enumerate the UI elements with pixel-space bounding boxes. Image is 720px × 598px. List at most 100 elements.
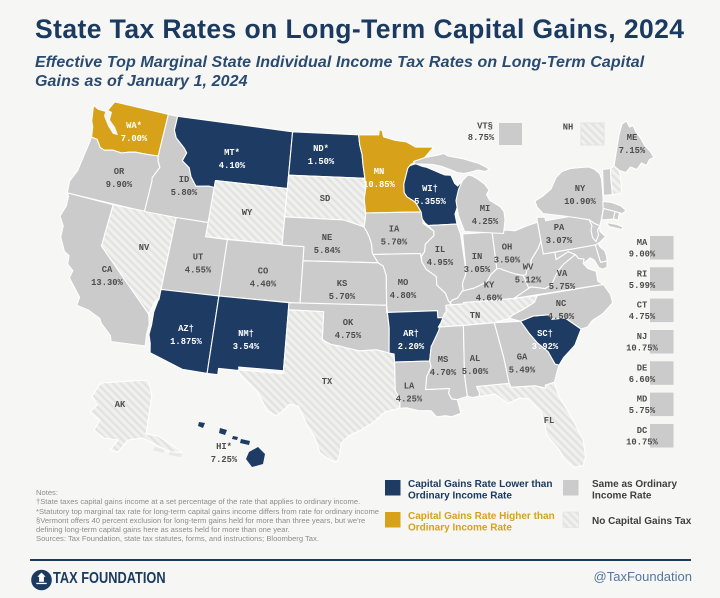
svg-text:4.10%: 4.10% — [219, 161, 246, 171]
svg-text:VA: VA — [557, 269, 568, 279]
svg-text:MI: MI — [480, 204, 491, 214]
svg-text:IL: IL — [435, 245, 446, 255]
svg-text:7.00%: 7.00% — [121, 134, 148, 144]
svg-text:Same as Ordinary: Same as Ordinary — [592, 479, 677, 490]
svg-text:SD: SD — [320, 194, 331, 204]
svg-text:9.00%: 9.00% — [629, 250, 656, 260]
svg-text:PA: PA — [554, 223, 565, 233]
svg-text:8.75%: 8.75% — [468, 133, 495, 143]
svg-text:GA: GA — [517, 353, 528, 363]
svg-text:TX: TX — [322, 377, 333, 387]
svg-text:7.15%: 7.15% — [619, 146, 646, 156]
svg-text:4.75%: 4.75% — [629, 312, 656, 322]
svg-text:AL: AL — [470, 354, 481, 364]
svg-text:AR†: AR† — [403, 329, 419, 339]
svg-text:7.25%: 7.25% — [211, 455, 238, 465]
svg-text:HI*: HI* — [216, 442, 232, 452]
svg-text:WA*: WA* — [126, 121, 142, 131]
svg-text:RI: RI — [637, 269, 648, 279]
svg-text:4.75%: 4.75% — [335, 331, 362, 341]
svg-text:4.60%: 4.60% — [476, 294, 503, 304]
svg-text:MO: MO — [398, 278, 409, 288]
svg-text:Capital Gains Rate Higher than: Capital Gains Rate Higher than — [408, 511, 555, 522]
svg-text:10.90%: 10.90% — [564, 197, 596, 207]
svg-text:5.99%: 5.99% — [629, 281, 656, 291]
svg-text:5.84%: 5.84% — [314, 246, 341, 256]
svg-text:Ordinary Income Rate: Ordinary Income Rate — [408, 491, 512, 502]
svg-text:MA: MA — [637, 238, 648, 248]
svg-text:4.55%: 4.55% — [185, 266, 212, 276]
svg-text:3.50%: 3.50% — [494, 256, 521, 266]
svg-text:5.355%: 5.355% — [414, 197, 446, 207]
svg-text:MN: MN — [374, 167, 385, 177]
svg-text:5.75%: 5.75% — [549, 282, 576, 292]
svg-text:4.40%: 4.40% — [250, 280, 277, 290]
svg-text:6.60%: 6.60% — [629, 375, 656, 385]
svg-text:NM†: NM† — [238, 329, 254, 339]
svg-text:4.70%: 4.70% — [430, 368, 457, 378]
svg-text:NH: NH — [563, 123, 574, 133]
svg-text:KS: KS — [337, 279, 348, 289]
svg-text:NY: NY — [575, 184, 586, 194]
svg-text:CA: CA — [102, 265, 113, 275]
svg-text:WY: WY — [242, 208, 253, 218]
svg-text:Capital Gains Rate Lower than: Capital Gains Rate Lower than — [408, 479, 552, 490]
svg-text:KY: KY — [484, 281, 495, 291]
svg-text:Ordinary Income Rate: Ordinary Income Rate — [408, 523, 512, 534]
svg-text:UT: UT — [193, 253, 204, 263]
svg-text:NE: NE — [322, 233, 333, 243]
svg-text:NV: NV — [139, 243, 150, 253]
svg-text:10.85%: 10.85% — [363, 180, 395, 190]
svg-text:10.75%: 10.75% — [626, 438, 658, 448]
svg-text:CT: CT — [637, 301, 648, 311]
svg-text:IN: IN — [472, 252, 483, 262]
svg-text:NC: NC — [556, 299, 567, 309]
svg-text:5.00%: 5.00% — [462, 367, 489, 377]
svg-text:3.07%: 3.07% — [546, 236, 573, 246]
svg-text:DE: DE — [637, 363, 648, 373]
svg-text:1.50%: 1.50% — [308, 157, 335, 167]
svg-text:ID: ID — [179, 175, 190, 185]
svg-text:4.80%: 4.80% — [390, 291, 417, 301]
svg-text:MD: MD — [637, 395, 648, 405]
svg-text:DC: DC — [637, 426, 648, 436]
svg-text:NJ: NJ — [637, 332, 648, 342]
svg-text:OK: OK — [343, 318, 354, 328]
svg-text:No Capital Gains Tax: No Capital Gains Tax — [592, 516, 692, 527]
svg-text:FL: FL — [544, 416, 555, 426]
svg-text:5.75%: 5.75% — [629, 406, 656, 416]
svg-text:5.12%: 5.12% — [515, 276, 542, 286]
svg-text:VT§: VT§ — [477, 122, 493, 132]
svg-text:WV: WV — [523, 263, 534, 273]
svg-text:TN: TN — [470, 311, 481, 321]
svg-text:5.80%: 5.80% — [171, 188, 198, 198]
svg-text:4.95%: 4.95% — [427, 258, 454, 268]
svg-text:1.875%: 1.875% — [170, 337, 202, 347]
svg-text:10.75%: 10.75% — [626, 344, 658, 354]
svg-text:Income Rate: Income Rate — [592, 491, 652, 502]
svg-text:9.90%: 9.90% — [106, 180, 133, 190]
svg-text:ND*: ND* — [313, 144, 329, 154]
svg-text:13.30%: 13.30% — [91, 278, 123, 288]
svg-text:CO: CO — [258, 267, 269, 277]
svg-text:4.25%: 4.25% — [396, 395, 423, 405]
svg-text:AK: AK — [115, 400, 126, 410]
svg-text:WI†: WI† — [422, 184, 438, 194]
svg-text:LA: LA — [404, 382, 415, 392]
svg-text:IA: IA — [389, 225, 400, 235]
svg-text:2.20%: 2.20% — [398, 342, 425, 352]
svg-text:OR: OR — [114, 167, 125, 177]
svg-text:3.92%: 3.92% — [532, 342, 559, 352]
svg-text:SC†: SC† — [537, 329, 553, 339]
svg-text:MS: MS — [438, 355, 449, 365]
svg-text:5.49%: 5.49% — [509, 366, 536, 376]
svg-text:5.70%: 5.70% — [381, 238, 408, 248]
svg-text:ME: ME — [627, 133, 638, 143]
svg-text:3.54%: 3.54% — [233, 342, 260, 352]
svg-text:4.25%: 4.25% — [472, 217, 499, 227]
svg-text:OH: OH — [502, 243, 513, 253]
svg-text:5.70%: 5.70% — [329, 292, 356, 302]
svg-text:MT*: MT* — [224, 148, 240, 158]
svg-text:3.05%: 3.05% — [464, 265, 491, 275]
svg-text:AZ†: AZ† — [178, 324, 194, 334]
